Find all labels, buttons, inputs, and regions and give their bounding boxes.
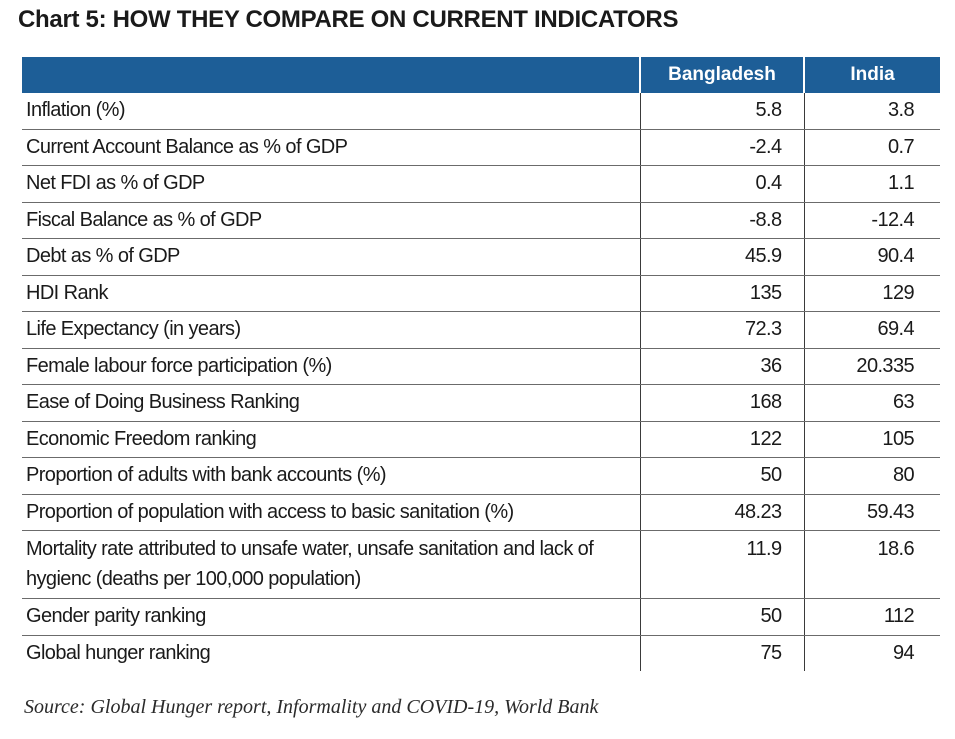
table-row: Net FDI as % of GDP 0.4 1.1 (22, 165, 940, 203)
india-value-cell: 105 (803, 421, 940, 458)
india-value-cell: 0.7 (803, 129, 940, 166)
indicator-cell: Gender parity ranking (22, 598, 640, 636)
bangladesh-value-cell: 75 (639, 635, 804, 671)
india-value-cell: 63 (803, 384, 940, 422)
table-row: Economic Freedom ranking 122 105 (22, 421, 940, 458)
india-value-cell: 90.4 (803, 238, 940, 276)
indicator-cell: Net FDI as % of GDP (22, 165, 640, 203)
indicator-cell: Inflation (%) (22, 93, 640, 130)
source-note: Source: Global Hunger report, Informalit… (24, 696, 599, 718)
table-row: Inflation (%) 5.8 3.8 (22, 93, 940, 130)
bangladesh-value-cell: 5.8 (639, 93, 804, 130)
table-row: Debt as % of GDP 45.9 90.4 (22, 238, 940, 276)
indicator-cell: Debt as % of GDP (22, 238, 640, 276)
table-body: Inflation (%) 5.8 3.8 Current Account Balan… (22, 93, 940, 671)
header-bangladesh: Bangladesh (639, 57, 804, 93)
indicator-cell: Mortality rate attributed to unsafe wate… (22, 530, 640, 599)
bangladesh-value-cell: 36 (639, 348, 804, 385)
bangladesh-value-cell: 50 (639, 598, 804, 636)
indicator-cell: Proportion of adults with bank accounts … (22, 457, 640, 495)
indicator-cell: Ease of Doing Business Ranking (22, 384, 640, 422)
indicator-cell: Current Account Balance as % of GDP (22, 129, 640, 166)
table-row: Proportion of population with access to … (22, 494, 940, 531)
indicator-cell: Fiscal Balance as % of GDP (22, 202, 640, 239)
indicator-cell: Economic Freedom ranking (22, 421, 640, 458)
table-row: Female labour force participation (%) 36 2… (22, 348, 940, 385)
indicator-cell: Life Expectancy (in years) (22, 311, 640, 349)
chart-title: Chart 5: HOW THEY COMPARE ON CURRENT IND… (18, 6, 679, 33)
india-value-cell: 20.335 (803, 348, 940, 385)
indicator-cell: Female labour force participation (%) (22, 348, 640, 385)
bangladesh-value-cell: 72.3 (639, 311, 804, 349)
table-row: Global hunger ranking 75 94 (22, 635, 940, 671)
bangladesh-value-cell: -2.4 (639, 129, 804, 166)
bangladesh-value-cell: 11.9 (639, 530, 804, 599)
table-row: HDI Rank 135 129 (22, 275, 940, 312)
bangladesh-value-cell: 48.23 (639, 494, 804, 531)
header-indicator (22, 57, 640, 93)
bangladesh-value-cell: 122 (639, 421, 804, 458)
india-value-cell: 18.6 (803, 530, 940, 599)
indicator-table: Bangladesh India Inflation (%) 5.8 3.8 Curr… (22, 57, 940, 671)
india-value-cell: 59.43 (803, 494, 940, 531)
indicator-cell: Global hunger ranking (26, 641, 211, 664)
india-value-cell: 69.4 (803, 311, 940, 349)
header-india: India (803, 57, 940, 93)
india-value-cell: 1.1 (803, 165, 940, 203)
bangladesh-value-cell: -8.8 (639, 202, 804, 239)
indicator-cell: HDI Rank (22, 275, 640, 312)
bangladesh-value-cell: 168 (639, 384, 804, 422)
bangladesh-value-cell: 0.4 (639, 165, 804, 203)
bangladesh-value-cell: 45.9 (639, 238, 804, 276)
table-row: Life Expectancy (in years) 72.3 69.4 (22, 311, 940, 349)
table-row: Mortality rate attributed to unsafe wate… (22, 530, 940, 599)
indicator-table-container: Bangladesh India Inflation (%) 5.8 3.8 Curr… (22, 57, 940, 671)
india-value-cell: 112 (803, 598, 940, 636)
table-row: Gender parity ranking 50 112 (22, 598, 940, 636)
india-value-cell: 80 (803, 457, 940, 495)
bangladesh-value-cell: 135 (639, 275, 804, 312)
india-value-cell: 3.8 (803, 93, 940, 130)
table-row: Proportion of adults with bank accounts … (22, 457, 940, 495)
india-value-cell: -12.4 (803, 202, 940, 239)
table-row: Current Account Balance as % of GDP -2.4 0… (22, 129, 940, 166)
table-header-row: Bangladesh India (22, 57, 940, 93)
table-row: Fiscal Balance as % of GDP -8.8 -12.4 (22, 202, 940, 239)
india-value-cell: 129 (803, 275, 940, 312)
indicator-cell: Proportion of population with access to … (22, 494, 640, 531)
table-row: Ease of Doing Business Ranking 168 63 (22, 384, 940, 422)
india-value-cell: 94 (803, 635, 940, 671)
bangladesh-value-cell: 50 (639, 457, 804, 495)
